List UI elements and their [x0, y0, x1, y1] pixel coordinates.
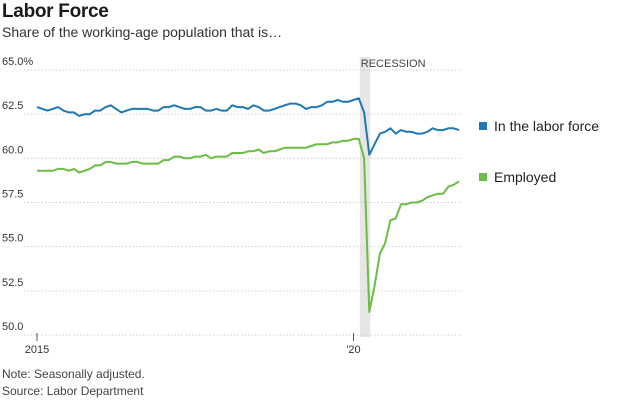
legend-label: Employed [494, 169, 556, 185]
y-tick-label: 65.0% [2, 56, 33, 68]
legend-swatch [479, 173, 487, 181]
series-line-labor-force [36, 97, 460, 156]
y-tick-label: 60.0 [2, 144, 23, 156]
series-line-employed [37, 137, 460, 313]
y-tick-label: 52.5 [2, 277, 23, 289]
x-tick-label: '20 [346, 344, 360, 356]
recession-label: RECESSION [361, 58, 426, 70]
y-tick-label: 57.5 [2, 189, 23, 201]
chart-source: Source: Labor Department [2, 384, 144, 398]
y-tick-label: 62.5 [2, 100, 23, 112]
y-tick-label: 50.0 [2, 321, 23, 333]
chart-note: Note: Seasonally adjusted. [2, 367, 145, 381]
y-tick-label: 55.0 [2, 233, 23, 245]
legend-label: In the labor force [494, 118, 599, 134]
legend-swatch [479, 122, 487, 130]
x-tick-label: 2015 [25, 344, 49, 356]
chart-subtitle: Share of the working-age population that… [2, 24, 283, 40]
chart-title: Labor Force [2, 1, 109, 22]
